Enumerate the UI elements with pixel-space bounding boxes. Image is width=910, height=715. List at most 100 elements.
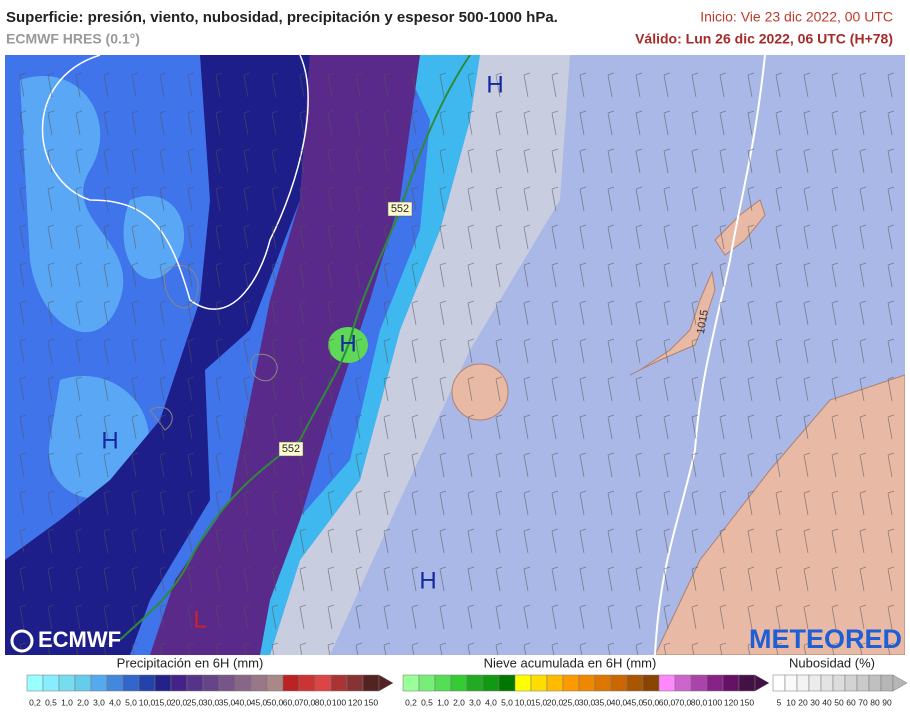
wind-barb <box>579 186 587 212</box>
legend-label: 90 <box>882 697 892 707</box>
wind-barb <box>607 110 615 136</box>
wind-barb <box>607 262 615 288</box>
legend-swatch <box>330 674 348 692</box>
wind-barb <box>187 72 195 98</box>
wind-barb <box>187 566 195 592</box>
wind-barb <box>551 566 559 592</box>
legend-label: 50,0 <box>643 697 660 707</box>
wind-barb <box>635 72 643 98</box>
thickness-label: 552 <box>282 443 300 455</box>
wind-barb <box>299 490 307 516</box>
wind-barb <box>243 338 251 364</box>
wind-barb <box>663 186 671 212</box>
wind-barb <box>831 566 839 592</box>
legend-swatch <box>832 674 846 692</box>
wind-barb <box>803 224 811 250</box>
wind-barb <box>355 300 363 326</box>
meteored-logo: METEORED <box>749 624 902 654</box>
wind-barb <box>187 604 195 630</box>
wind-barb <box>831 300 839 326</box>
wind-barb <box>439 528 447 554</box>
wind-barb <box>747 186 755 212</box>
wind-barb <box>47 110 55 136</box>
wind-barb <box>775 490 783 516</box>
wind-barb <box>215 604 223 630</box>
wind-barb <box>579 642 587 655</box>
wind-barb <box>131 224 139 250</box>
legend-swatch <box>578 674 596 692</box>
wind-barb <box>243 452 251 478</box>
wind-barb <box>607 566 615 592</box>
legend-swatch <box>418 674 436 692</box>
legend-swatch <box>218 674 236 692</box>
wind-barb <box>691 376 699 402</box>
wind-barb <box>803 604 811 630</box>
wind-barb <box>859 186 867 212</box>
wind-barb <box>691 148 699 174</box>
legend-swatch <box>856 674 870 692</box>
wind-barb <box>635 110 643 136</box>
wind-barb <box>327 490 335 516</box>
legend-label: 40 <box>822 697 832 707</box>
wind-barb <box>299 642 307 655</box>
wind-barb <box>243 110 251 136</box>
wind-barb <box>663 148 671 174</box>
wind-barb <box>859 72 867 98</box>
legend-swatch <box>58 674 76 692</box>
thickness-label: 552 <box>391 203 409 215</box>
wind-barb <box>635 604 643 630</box>
legend-label: 20,0 <box>171 697 188 707</box>
wind-barb <box>299 186 307 212</box>
wind-barb <box>19 338 27 364</box>
wind-barb <box>383 452 391 478</box>
island <box>714 199 766 256</box>
legend-swatch <box>362 674 380 692</box>
wind-barb <box>495 224 503 250</box>
wind-barb <box>131 414 139 440</box>
legend-label: 50,0 <box>267 697 284 707</box>
wind-barb <box>355 414 363 440</box>
wind-barb <box>187 452 195 478</box>
wind-barb <box>551 452 559 478</box>
wind-barb <box>411 604 419 630</box>
wind-barb <box>635 148 643 174</box>
island <box>629 270 716 376</box>
wind-barb <box>887 72 895 98</box>
wind-barb <box>411 262 419 288</box>
wind-barb <box>635 642 643 655</box>
wind-barb <box>47 376 55 402</box>
wind-barb <box>523 300 531 326</box>
wind-barb <box>383 566 391 592</box>
wind-barb <box>859 528 867 554</box>
island-outline <box>149 264 278 431</box>
wind-barb <box>159 110 167 136</box>
legend-label: 80,0 <box>691 697 708 707</box>
wind-barb <box>579 262 587 288</box>
wind-barb <box>551 186 559 212</box>
wind-barb <box>495 490 503 516</box>
wind-barb <box>19 186 27 212</box>
legend-label: 120 <box>348 697 362 707</box>
legend-label: 60,0 <box>659 697 676 707</box>
wind-barb <box>523 148 531 174</box>
start-time: Inicio: Vie 23 dic 2022, 00 UTC <box>700 9 893 25</box>
wind-barb <box>383 376 391 402</box>
wind-barb <box>691 224 699 250</box>
wind-barb <box>299 604 307 630</box>
wind-barb <box>831 414 839 440</box>
wind-barb <box>131 490 139 516</box>
legend-label: 70 <box>858 697 868 707</box>
wind-barb <box>607 642 615 655</box>
wind-barb <box>19 376 27 402</box>
legend-swatch <box>844 674 858 692</box>
wind-barb <box>243 642 251 655</box>
wind-barb <box>187 262 195 288</box>
wind-barb <box>747 452 755 478</box>
wind-barb <box>887 528 895 554</box>
wind-barb <box>215 300 223 326</box>
wind-barb <box>299 528 307 554</box>
wind-barb <box>215 376 223 402</box>
wind-barb <box>383 604 391 630</box>
wind-barb <box>467 490 475 516</box>
wind-barb <box>691 110 699 136</box>
